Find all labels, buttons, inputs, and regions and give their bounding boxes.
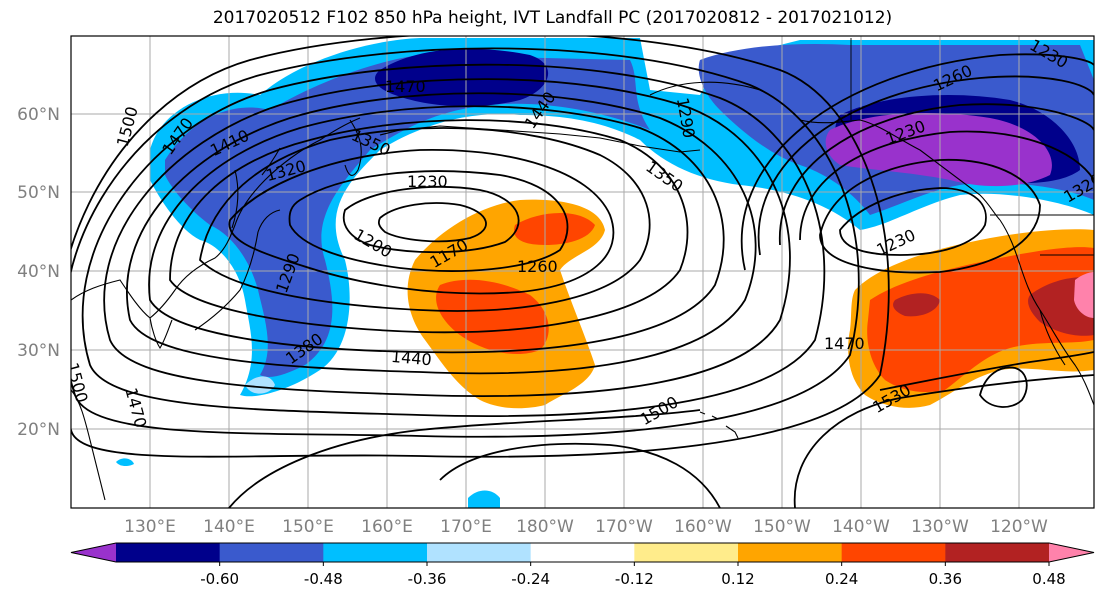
colorbar-segment xyxy=(219,543,324,562)
coast-korea xyxy=(149,317,173,350)
lon-tick-label: 130°W xyxy=(911,517,969,537)
contour-closed-east xyxy=(979,366,1028,408)
map-title: 2017020512 F102 850 hPa height, IVT Land… xyxy=(212,8,893,28)
lat-tick-label: 50°N xyxy=(17,183,60,203)
contour-tropic-2 xyxy=(439,442,721,508)
colorbar-segment xyxy=(323,543,428,562)
neg-region-west-small-lb xyxy=(245,376,275,394)
contour-1290-e xyxy=(799,130,1094,241)
colorbar-tick-label: -0.24 xyxy=(511,570,550,588)
colorbar-tick-label: 0.36 xyxy=(929,570,962,588)
contour-1170 xyxy=(377,202,487,243)
contour-1350-e xyxy=(757,75,1094,256)
small-blob-tropics xyxy=(468,490,500,508)
contour-label: 1470 xyxy=(824,334,865,353)
lon-axis: 130°E 140°E 150°E 160°E 170°E 180°W 170°… xyxy=(124,517,1048,537)
contour-1350 xyxy=(148,105,725,354)
lon-tick-label: 160°W xyxy=(674,517,732,537)
small-blob-west xyxy=(116,458,134,467)
contour-label: 1440 xyxy=(390,347,432,369)
colorbar-segment xyxy=(841,543,946,562)
contour-1530-e xyxy=(879,351,1094,391)
lon-tick-label: 140°W xyxy=(832,517,890,537)
contour-1230-w xyxy=(288,170,569,272)
lon-tick-label: 160°E xyxy=(361,517,413,537)
lon-tick-label: 150°E xyxy=(282,517,334,537)
colorbar-tick-label: -0.48 xyxy=(304,570,343,588)
colorbar-segment xyxy=(945,543,1050,562)
contour-1320 xyxy=(169,119,689,334)
colorbar-tick-label: -0.60 xyxy=(200,570,239,588)
map-frame xyxy=(70,35,1095,509)
colorbar-segment xyxy=(427,543,532,562)
colorbar-tick-label: -0.36 xyxy=(408,570,447,588)
contour-1410 xyxy=(103,78,791,397)
contour-1230-e xyxy=(839,187,987,256)
colorbar-segment xyxy=(116,543,221,562)
neg-region-west-dark xyxy=(375,48,549,107)
contour-1380 xyxy=(126,92,757,375)
colorbar-tick-label: 0.24 xyxy=(825,570,858,588)
lon-tick-label: 130°E xyxy=(124,517,176,537)
lat-tick-label: 40°N xyxy=(17,262,60,282)
colorbar-tick-label: -0.12 xyxy=(615,570,654,588)
height-contours xyxy=(71,36,1094,508)
contour-1260-e xyxy=(819,158,1041,274)
colorbar-outline xyxy=(70,542,1095,563)
lon-tick-label: 120°W xyxy=(990,517,1048,537)
neg-region-ne-purple xyxy=(825,113,1052,187)
lat-tick-label: 30°N xyxy=(17,341,60,361)
contour-1260-w xyxy=(228,149,615,295)
map-panel: 1500 1470 1410 1320 1350 1470 1440 1290 … xyxy=(71,36,1094,508)
colorbar: -0.60 -0.48 -0.36 -0.24 -0.12 0.12 0.24 0.36 0.4… xyxy=(70,542,1095,588)
contour-tropic-1 xyxy=(228,409,701,508)
gridlines xyxy=(71,36,1094,508)
coast-baja xyxy=(1039,309,1066,366)
contour-1380-e xyxy=(740,53,1094,271)
contour-label: 1470 xyxy=(385,77,426,96)
colorbar-extend-min xyxy=(71,543,116,562)
lat-tick-label: 20°N xyxy=(17,420,60,440)
lon-tick-label: 170°E xyxy=(440,517,492,537)
lat-tick-label: 60°N xyxy=(17,105,60,125)
contour-label: 1260 xyxy=(517,257,558,276)
colorbar-tick-label: 0.12 xyxy=(721,570,754,588)
contour-1500-e xyxy=(793,374,1094,508)
political-borders xyxy=(850,38,1094,256)
lon-tick-label: 150°W xyxy=(753,517,811,537)
pos-region-east-red xyxy=(867,247,1094,392)
contour-1500-w xyxy=(71,36,890,458)
contour-label: 1230 xyxy=(407,172,448,191)
contour-1200 xyxy=(342,186,520,254)
lon-tick-label: 180°W xyxy=(516,517,574,537)
contour-1470 xyxy=(71,47,860,438)
colorbar-tick-label: 0.48 xyxy=(1032,570,1065,588)
colorbar-segment xyxy=(738,543,843,562)
contour-1290-w xyxy=(199,127,651,312)
colorbar-segment xyxy=(530,543,635,562)
coast-sakhalin xyxy=(231,169,239,229)
lon-tick-label: 170°W xyxy=(595,517,653,537)
coast-kamchatka xyxy=(344,119,362,176)
colorbar-segment xyxy=(634,543,739,562)
coast-alaska xyxy=(649,81,1001,221)
pos-region-central-red xyxy=(436,212,595,355)
lat-axis: 60°N 50°N 40°N 30°N 20°N xyxy=(17,105,60,440)
contour-1440 xyxy=(81,63,826,417)
colorbar-extend-max xyxy=(1049,543,1094,562)
lon-tick-label: 140°E xyxy=(203,517,255,537)
contour-1320-e xyxy=(779,103,1094,246)
pos-region-east-pink xyxy=(1074,272,1094,318)
neg-region-west-mid xyxy=(165,55,650,377)
